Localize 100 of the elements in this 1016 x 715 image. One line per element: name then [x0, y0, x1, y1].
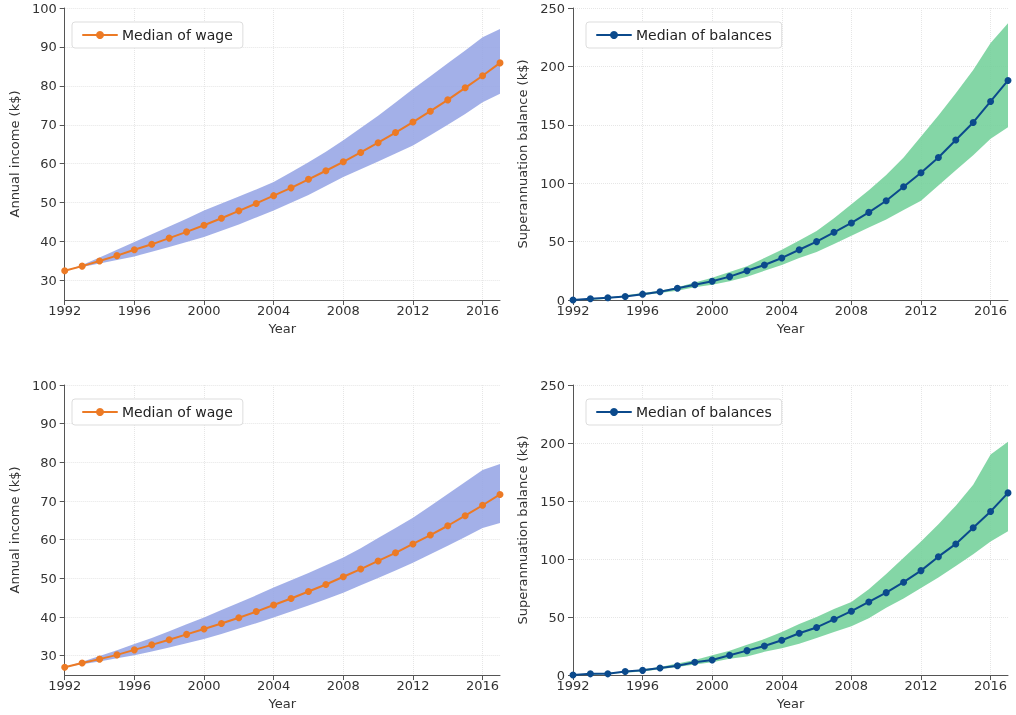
- y-tick-label: 100: [31, 377, 57, 393]
- point: [621, 668, 629, 676]
- legend-label: Median of balances: [636, 27, 772, 43]
- y-tick-label: 30: [40, 648, 57, 664]
- point: [830, 228, 838, 236]
- point: [586, 670, 594, 678]
- x-tick-label: 1996: [626, 678, 660, 693]
- point: [952, 136, 960, 144]
- x-tick-label: 2016: [974, 303, 1008, 318]
- x-tick-label: 2016: [466, 678, 500, 693]
- x-tick-label: 2004: [257, 303, 291, 318]
- legend-label: Median of wage: [122, 404, 233, 420]
- x-axis-title: Year: [775, 696, 805, 711]
- x-tick-label: 2000: [695, 678, 729, 693]
- point: [900, 183, 908, 191]
- x-tick-label: 2012: [396, 303, 430, 318]
- point: [639, 290, 647, 298]
- y-tick-label: 60: [40, 156, 57, 172]
- x-tick-label: 1992: [556, 678, 590, 693]
- point: [830, 615, 838, 623]
- point: [847, 607, 855, 615]
- x-tick-label: 2000: [695, 303, 729, 318]
- legend-label: Median of balances: [636, 404, 772, 420]
- point: [61, 663, 69, 671]
- point: [865, 208, 873, 216]
- legend-label: Median of wage: [122, 27, 233, 43]
- point: [183, 228, 191, 236]
- point: [461, 84, 469, 92]
- y-tick-label: 60: [40, 532, 57, 548]
- point: [743, 267, 751, 275]
- point: [479, 72, 487, 80]
- point: [444, 96, 452, 104]
- point: [813, 623, 821, 631]
- x-tick-label: 1996: [117, 303, 151, 318]
- point: [148, 641, 156, 649]
- point: [61, 267, 69, 275]
- y-tick-label: 40: [40, 609, 57, 625]
- y-tick-label: 50: [548, 234, 565, 250]
- point: [726, 651, 734, 659]
- point: [304, 587, 312, 595]
- x-tick-label: 2004: [765, 678, 799, 693]
- y-tick-label: 70: [40, 493, 57, 509]
- point: [900, 578, 908, 586]
- point: [691, 658, 699, 666]
- point: [882, 589, 890, 597]
- point: [917, 169, 925, 177]
- point: [934, 154, 942, 161]
- point: [270, 192, 278, 200]
- x-tick-label: 1992: [48, 303, 82, 318]
- x-axis-title: Year: [267, 696, 297, 711]
- point: [917, 567, 925, 575]
- point: [322, 167, 330, 175]
- point: [113, 252, 121, 260]
- point: [1004, 76, 1012, 84]
- point: [604, 670, 612, 678]
- point: [304, 175, 312, 183]
- y-tick-label: 150: [540, 117, 565, 133]
- point: [673, 284, 681, 292]
- y-tick-label: 70: [40, 117, 57, 133]
- point: [96, 257, 104, 265]
- point: [987, 507, 995, 515]
- point: [148, 240, 156, 248]
- y-tick-label: 250: [540, 0, 565, 16]
- point: [726, 273, 734, 281]
- x-axis-title: Year: [775, 321, 805, 336]
- x-tick-label: 2008: [834, 678, 868, 693]
- point: [813, 238, 821, 246]
- point: [287, 594, 295, 602]
- point: [882, 197, 890, 205]
- x-tick-label: 2000: [187, 303, 221, 318]
- y-tick-label: 200: [540, 435, 565, 451]
- y-axis-title: Superannuation balance (k$): [515, 435, 530, 625]
- x-tick-label: 1996: [117, 678, 151, 693]
- point: [479, 501, 487, 509]
- x-axis-title: Year: [267, 321, 297, 336]
- y-tick-label: 90: [40, 39, 57, 55]
- y-tick-label: 50: [548, 609, 565, 625]
- point: [392, 549, 400, 557]
- y-axis-title: Superannuation balance (k$): [515, 59, 530, 249]
- x-tick-label: 2012: [904, 303, 938, 318]
- point: [165, 636, 173, 644]
- x-tick-label: 1992: [556, 303, 590, 318]
- y-tick-label: 40: [40, 234, 57, 250]
- point: [778, 636, 786, 644]
- x-tick-label: 2016: [974, 678, 1008, 693]
- point: [496, 490, 504, 498]
- point: [235, 614, 243, 622]
- point: [78, 262, 86, 270]
- point: [760, 261, 768, 269]
- point: [952, 540, 960, 548]
- y-tick-label: 50: [40, 570, 57, 586]
- point: [987, 97, 995, 105]
- point: [200, 221, 208, 229]
- point: [130, 246, 138, 254]
- x-tick-label: 2004: [765, 303, 799, 318]
- point: [426, 531, 434, 539]
- point: [708, 277, 716, 285]
- point: [708, 656, 716, 664]
- point: [165, 234, 173, 242]
- y-tick-label: 150: [540, 493, 565, 509]
